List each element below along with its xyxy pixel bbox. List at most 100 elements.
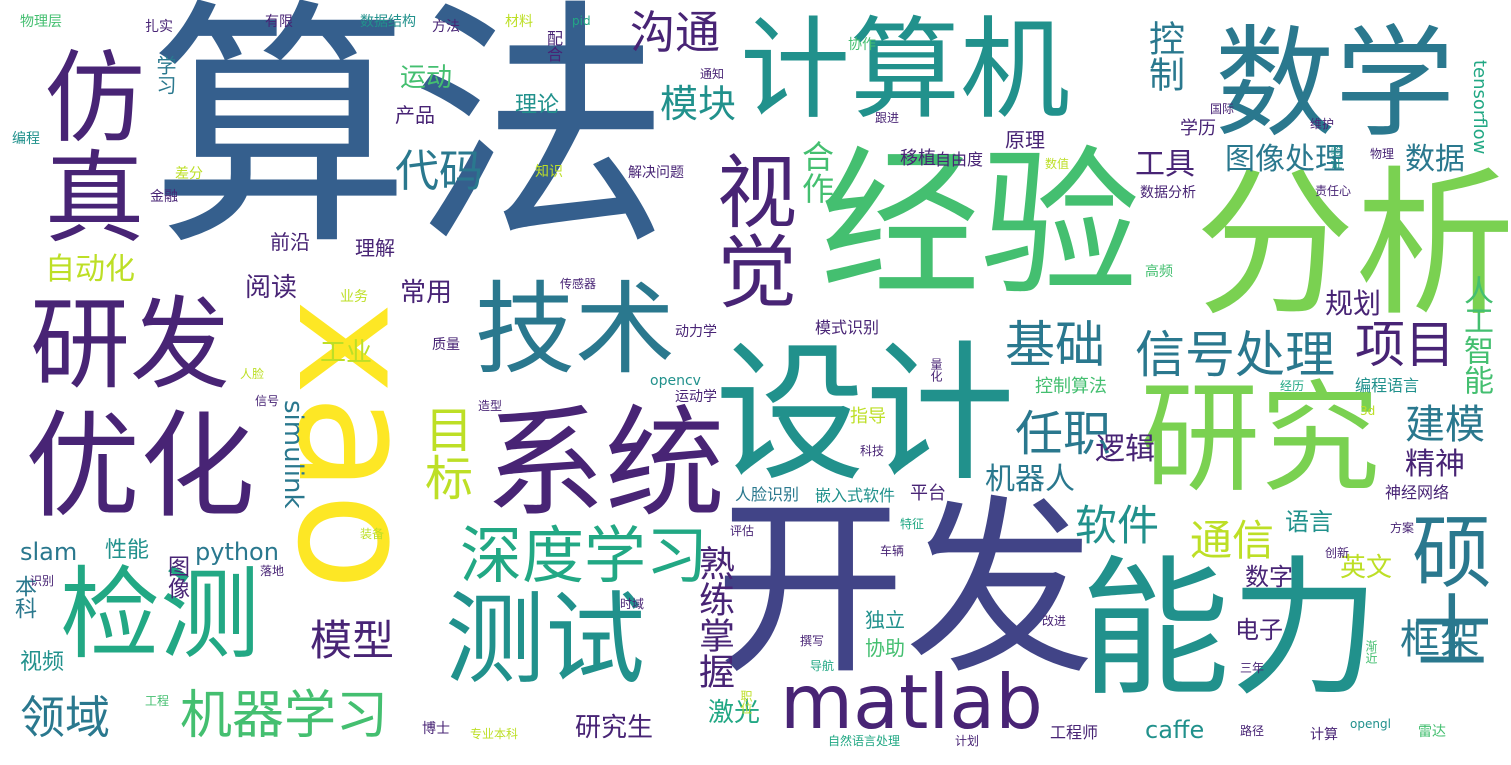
- word-cloud-word: 计划: [955, 734, 980, 748]
- word-cloud-word: 数学: [1215, 15, 1455, 154]
- word-cloud-word: 协作: [848, 37, 876, 53]
- word-cloud-word: 项目: [1355, 316, 1455, 374]
- word-cloud-word: 软件: [1075, 501, 1160, 550]
- word-cloud-word: 维护: [1310, 117, 1335, 131]
- word-cloud-word: 任职: [1015, 406, 1112, 462]
- word-cloud-word: 评估: [730, 524, 755, 538]
- word-cloud-word: 理论: [515, 93, 560, 118]
- word-cloud-word: 业务: [340, 289, 368, 305]
- word-cloud-word: 路径: [1240, 724, 1265, 738]
- word-cloud-word: 编程: [12, 131, 40, 147]
- word-cloud-word: 语言: [1285, 508, 1333, 536]
- word-cloud-word: 合作: [797, 140, 835, 204]
- word-cloud-word: 独立: [865, 608, 905, 632]
- word-cloud-word: 运动学: [675, 389, 717, 405]
- word-cloud-word: 建模: [1405, 402, 1485, 448]
- word-cloud-word: 时域: [620, 597, 645, 611]
- word-cloud-word: 创新: [1325, 546, 1350, 560]
- word-cloud-word: 人脸识别: [735, 485, 800, 504]
- word-cloud-word: 移植: [900, 148, 936, 169]
- word-cloud-word: 扎实: [145, 19, 173, 35]
- word-cloud-word: opengl: [1350, 717, 1391, 731]
- word-cloud-word: 目标: [416, 405, 472, 501]
- word-cloud-word: 研究生: [575, 713, 654, 743]
- word-cloud-word: 方法: [432, 19, 460, 35]
- word-cloud-word: 神经网络: [1385, 483, 1450, 502]
- word-cloud-word: 工程: [145, 694, 170, 708]
- word-cloud-word: 国际: [1210, 102, 1235, 116]
- word-cloud-word: 指导: [850, 406, 886, 427]
- word-cloud-word: 自由度: [935, 150, 984, 169]
- word-cloud-word: 科技: [860, 444, 885, 458]
- word-cloud-word: 经验: [820, 131, 1141, 318]
- word-cloud-word: 信号: [255, 394, 280, 408]
- word-cloud-word: 仿真: [27, 45, 144, 245]
- word-cloud-word: 阅读: [245, 273, 298, 303]
- word-cloud-word: 导航: [810, 659, 835, 673]
- word-cloud-word: 英文: [1340, 553, 1393, 583]
- word-cloud-word: 数据结构: [360, 14, 416, 30]
- word-cloud-word: 视频: [20, 650, 65, 675]
- word-cloud-word: 模式识别: [815, 318, 880, 337]
- word-cloud-word: opencv: [650, 373, 701, 389]
- word-cloud-word: 原理: [1005, 128, 1045, 152]
- word-cloud-word: 控制: [1143, 20, 1184, 92]
- word-cloud-word: 研发: [30, 286, 230, 403]
- word-cloud-word: 研究: [1140, 370, 1380, 509]
- word-cloud-word: 工程师: [1050, 723, 1099, 742]
- word-cloud-word: 专业本科: [470, 727, 519, 741]
- word-cloud-word: 动力学: [675, 324, 717, 340]
- word-cloud-word: 工业: [320, 338, 373, 368]
- word-cloud-word: 方案: [1390, 521, 1415, 535]
- word-cloud-word: 识别: [30, 574, 55, 588]
- word-cloud-word: 熟练掌握: [693, 545, 734, 689]
- word-cloud-word: 物理层: [20, 14, 62, 30]
- word-cloud-word: 信号处理: [1135, 326, 1335, 384]
- word-cloud-word: 人工智能: [1458, 275, 1493, 395]
- word-cloud-word: 雷达: [1418, 724, 1446, 740]
- word-cloud-word: 系统: [485, 395, 725, 534]
- word-cloud-word: 职位: [739, 690, 753, 714]
- word-cloud-word: 工具: [1135, 147, 1195, 182]
- word-cloud-word: 数据分析: [1140, 185, 1196, 201]
- word-cloud-word: 模型: [310, 616, 395, 665]
- word-cloud-word: 测试: [445, 581, 645, 698]
- word-cloud-word: 性能: [105, 538, 150, 563]
- word-cloud-word: 领域: [20, 691, 111, 744]
- word-cloud-word: 图像: [164, 555, 189, 599]
- word-cloud-word: slam: [20, 538, 78, 566]
- word-cloud-word: 自动化: [45, 252, 135, 287]
- word-cloud-word: 精神: [1405, 447, 1465, 482]
- word-cloud-word: 数字: [1245, 563, 1293, 591]
- word-cloud-word: 通知: [700, 67, 725, 81]
- word-cloud-word: matlab: [780, 658, 1043, 746]
- word-cloud-word: 框架: [1400, 617, 1480, 663]
- word-cloud-word: 算法: [150, 0, 670, 281]
- word-cloud-word: 技术: [475, 271, 675, 388]
- word-cloud-word: 激光: [708, 698, 761, 728]
- word-cloud-word: 沟通: [630, 6, 721, 59]
- word-cloud-word: 车辆: [880, 544, 905, 558]
- word-cloud-word: 学习: [153, 55, 177, 95]
- word-cloud-word: 分析: [1195, 151, 1511, 338]
- word-cloud-word: 金融: [150, 189, 178, 205]
- word-cloud-word: 落地: [260, 564, 285, 578]
- word-cloud-word: 数值: [1045, 157, 1070, 171]
- word-cloud-word: 计算机: [740, 6, 1070, 134]
- word-cloud-word: 责任心: [1315, 184, 1352, 198]
- word-cloud-word: 图像处理: [1225, 142, 1345, 177]
- word-cloud-word: 电子: [1235, 616, 1283, 644]
- word-cloud-word: 自然语言处理: [828, 734, 901, 748]
- word-cloud-word: 造型: [478, 399, 503, 413]
- word-cloud-word: 开发: [715, 479, 1096, 700]
- word-cloud-word: 三年: [1240, 661, 1265, 675]
- word-cloud-word: 产品: [395, 103, 435, 127]
- word-cloud-word: 硕士: [1399, 510, 1492, 670]
- word-cloud-word: 基础: [1005, 316, 1105, 374]
- word-cloud-word: 传感器: [560, 277, 597, 291]
- word-cloud-word: 设计: [715, 328, 1016, 502]
- word-cloud-word: 通信: [1190, 516, 1275, 565]
- word-cloud-word: 经历: [1280, 379, 1305, 393]
- word-cloud-word: 配合: [544, 30, 563, 62]
